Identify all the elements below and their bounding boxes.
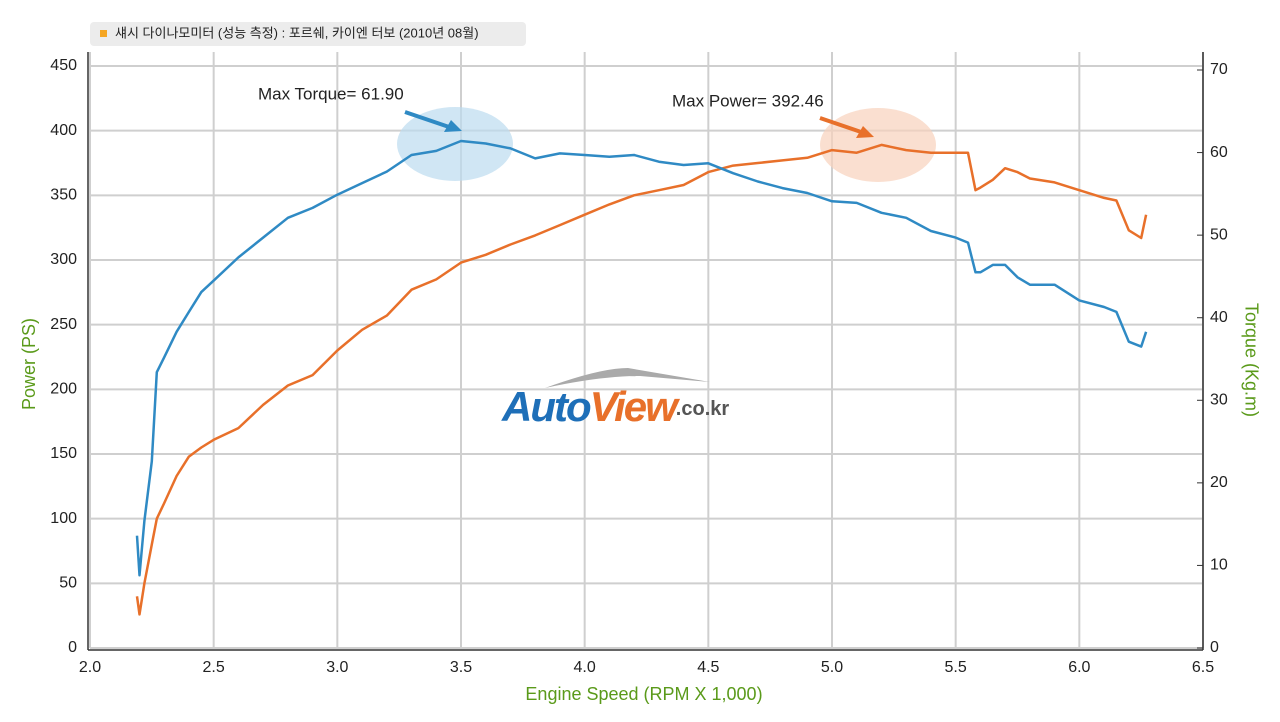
y-tick-label: 350 <box>50 187 77 204</box>
chart-title: 섀시 다이나모미터 (성능 측정) : 포르쉐, 카이엔 터보 (2010년 0… <box>115 25 479 40</box>
x-axis-label: Engine Speed (RPM X 1,000) <box>525 684 762 704</box>
annotation-arrowhead <box>856 126 874 138</box>
logo-swoosh <box>545 368 710 388</box>
logo-view: View <box>590 383 680 430</box>
logo-auto: Auto <box>501 383 591 430</box>
y-tick-label: 50 <box>59 575 77 592</box>
logo: AutoView.co.kr <box>501 368 729 430</box>
annotation: Max Torque= 61.90 <box>258 84 404 103</box>
y2-axis-label: Torque (Kg.m) <box>1241 303 1261 417</box>
y-tick-label: 0 <box>68 639 77 656</box>
x-tick-label: 3.0 <box>326 659 348 676</box>
x-tick-label: 4.0 <box>574 659 596 676</box>
x-tick-label: 2.0 <box>79 659 101 676</box>
y2-tick-label: 50 <box>1210 226 1228 243</box>
y-tick-label: 150 <box>50 445 77 462</box>
logo-domain: .co.kr <box>676 398 730 420</box>
series-line <box>135 139 1148 577</box>
series-line <box>135 143 1148 616</box>
y-tick-label: 400 <box>50 122 77 139</box>
title-box <box>90 22 526 46</box>
x-tick-label: 6.0 <box>1068 659 1090 676</box>
y2-tick-label: 60 <box>1210 144 1228 161</box>
y2-tick-label: 0 <box>1210 639 1219 656</box>
x-tick-label: 4.5 <box>697 659 719 676</box>
x-tick-label: 2.5 <box>203 659 225 676</box>
y-axis-label: Power (PS) <box>19 318 39 410</box>
x-tick-label: 5.5 <box>945 659 967 676</box>
annotation-arrowhead <box>444 120 462 132</box>
y2-tick-label: 20 <box>1210 474 1228 491</box>
annotation: Max Power= 392.46 <box>672 91 824 110</box>
x-tick-label: 3.5 <box>450 659 472 676</box>
x-tick-label: 6.5 <box>1192 659 1214 676</box>
logo-text: AutoView.co.kr <box>501 383 729 430</box>
y-tick-label: 200 <box>50 381 77 398</box>
annotation-arrow <box>404 110 453 130</box>
y2-tick-label: 30 <box>1210 392 1228 409</box>
y-tick-label: 300 <box>50 251 77 268</box>
y2-tick-label: 10 <box>1210 557 1228 574</box>
annotation-arrow <box>819 116 865 135</box>
y2-tick-label: 40 <box>1210 309 1228 326</box>
x-tick-label: 5.0 <box>821 659 843 676</box>
y-tick-label: 250 <box>50 316 77 333</box>
y-tick-label: 450 <box>50 57 77 74</box>
y2-tick-label: 70 <box>1210 61 1228 78</box>
title-bullet <box>100 30 107 37</box>
y-tick-label: 100 <box>50 510 77 527</box>
